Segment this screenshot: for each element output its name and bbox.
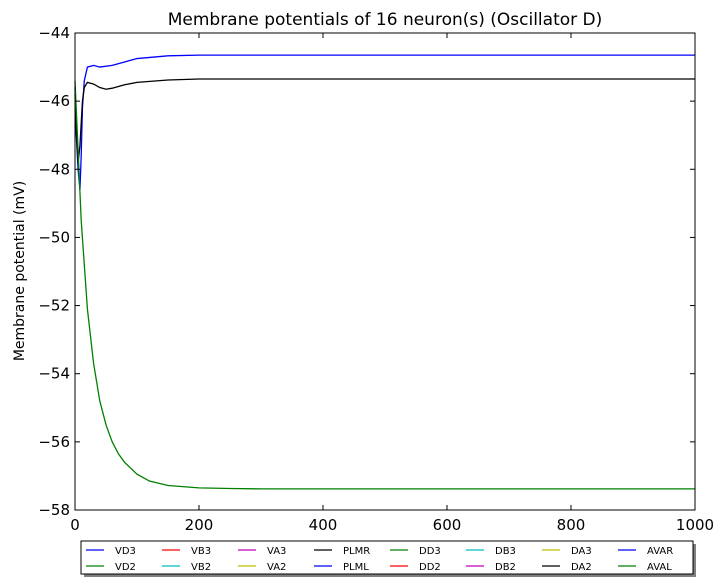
legend-label: DB2 [495, 562, 516, 573]
legend-frame [80, 540, 694, 575]
legend-item-dd3: DD3 [390, 546, 441, 557]
y-tick-label: −46 [38, 92, 70, 110]
tick-layer: 0 200 400 600 800 1000 −44 −46 −48 −50 −52 −54 −56 −5… [38, 24, 714, 534]
y-tick-label: −44 [38, 24, 70, 42]
plot-frame [74, 32, 696, 511]
legend-label: VD3 [115, 546, 136, 557]
series-line-plml [74, 54, 695, 190]
x-tick-label: 200 [185, 516, 214, 534]
series-line-aval [74, 80, 695, 490]
legend-label: VA3 [267, 546, 286, 557]
series-layer [74, 54, 695, 490]
legend-item-va3: VA3 [238, 546, 286, 557]
legend-label: AVAL [647, 562, 672, 573]
legend-item-va2: VA2 [238, 562, 286, 573]
legend-label: VB3 [191, 546, 211, 557]
legend-item-vb2: VB2 [162, 562, 211, 573]
legend-item-vd3: VD3 [86, 546, 136, 557]
x-tick-label: 400 [309, 516, 338, 534]
legend-label: DB3 [495, 546, 516, 557]
legend-item-db3: DB3 [466, 546, 516, 557]
y-axis-label: Membrane potential (mV) [12, 181, 28, 361]
legend-label: VD2 [115, 562, 136, 573]
legend-item-plml: PLML [314, 562, 369, 573]
legend-label: DD2 [419, 562, 441, 573]
x-tick-label: 0 [70, 516, 80, 534]
chart-title: Membrane potentials of 16 neuron(s) (Osc… [168, 10, 603, 30]
y-tick-label: −58 [38, 501, 70, 519]
legend-label: DD3 [419, 546, 441, 557]
legend-item-avar: AVAR [618, 546, 673, 557]
legend-item-da2: DA2 [542, 562, 592, 573]
y-tick-label: −56 [38, 433, 70, 451]
x-tick-label: 1000 [676, 516, 714, 534]
legend-label: DA3 [571, 546, 592, 557]
series-line-plmr [74, 78, 695, 163]
legend-item-aval: AVAL [618, 562, 672, 573]
legend-label: AVAR [647, 546, 673, 557]
y-tick-label: −50 [38, 228, 70, 246]
legend-label: PLML [343, 562, 369, 573]
legend-item-vd2: VD2 [86, 562, 136, 573]
legend: VD3 VD2 VB3 VB2 VA3 VA2 PLMR PLML DD3 DD2 DB3 DB2 DA… [80, 540, 696, 577]
legend-item-dd2: DD2 [390, 562, 441, 573]
y-tick-label: −54 [38, 365, 70, 383]
x-tick-label: 800 [557, 516, 586, 534]
legend-item-plmr: PLMR [314, 546, 370, 557]
legend-item-vb3: VB3 [162, 546, 211, 557]
y-tick-label: −48 [38, 160, 70, 178]
legend-label: DA2 [571, 562, 592, 573]
legend-label: VB2 [191, 562, 211, 573]
x-tick-label: 600 [433, 516, 462, 534]
legend-item-db2: DB2 [466, 562, 516, 573]
legend-item-da3: DA3 [542, 546, 592, 557]
legend-label: VA2 [267, 562, 286, 573]
legend-label: PLMR [343, 546, 370, 557]
y-tick-label: −52 [38, 297, 70, 315]
